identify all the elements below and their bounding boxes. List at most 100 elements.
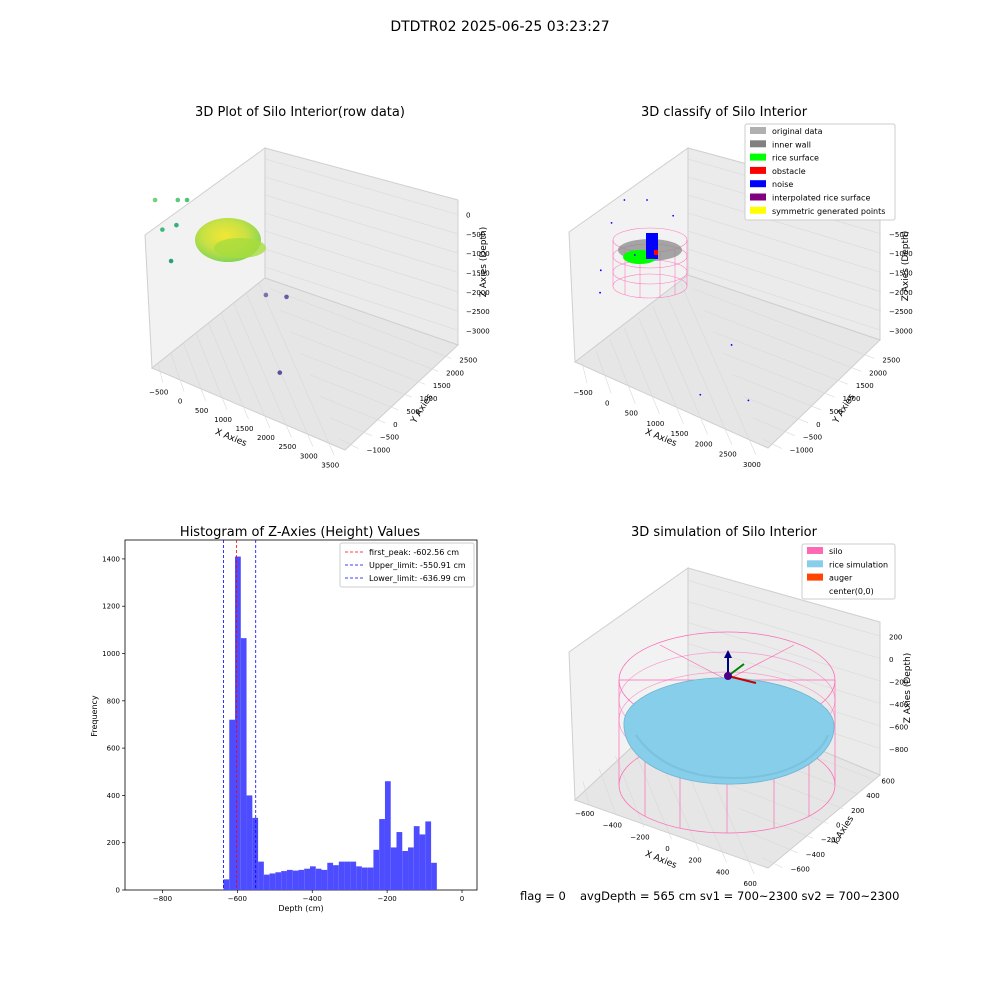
histogram-bar: [425, 821, 432, 890]
noise-cluster: [646, 233, 658, 259]
y-tick-label: −1000: [790, 447, 814, 455]
histogram-bar: [402, 850, 409, 890]
z-axis-label: Z Axies (Depth): [901, 231, 911, 302]
x-tick-label: 2000: [695, 440, 713, 448]
histogram-ticks: −800 −600 −400 −200 0 0 200 400 600 800 1000 1200 14…: [102, 555, 464, 903]
y-tick-label: 500: [406, 408, 419, 416]
x-tick-label: −200: [630, 833, 649, 841]
z-tick-label: −3000: [889, 327, 913, 335]
y-tick-label: 0: [816, 421, 820, 429]
histogram-bar: [269, 873, 276, 890]
simulation-3d-plot: 3D simulation of Silo Interior −600−400−…: [568, 525, 913, 888]
histogram-bar: [258, 861, 264, 890]
raw-data-3d-plot: 3D Plot of Silo Interior(row data) −500 0…: [144, 105, 490, 470]
x-tick-label: 400: [716, 868, 729, 876]
z-tick-label: −3000: [466, 327, 490, 335]
x-tick-label: 0: [460, 895, 464, 903]
outlier-point: [175, 197, 181, 203]
histogram-bar: [235, 556, 241, 890]
y-tick-label: 1000: [102, 650, 120, 658]
z-tick-label: −800: [889, 746, 908, 754]
histogram-bar: [281, 871, 287, 890]
outlier-point: [284, 294, 289, 300]
simulation-legend: silo rice simulation auger center(0,0): [801, 543, 896, 600]
x-tick-label: 200: [688, 857, 701, 865]
histogram-legend: first_peak: -602.56 cm Upper_limit: -550.…: [339, 542, 475, 588]
histogram-bar: [413, 826, 420, 890]
histogram-bar: [390, 847, 397, 890]
classify-plot-title: 3D classify of Silo Interior: [641, 105, 808, 120]
x-tick-label: 0: [665, 845, 669, 853]
y-tick-label: 400: [866, 792, 879, 800]
y-tick-label: 2500: [459, 356, 477, 364]
y-tick-label: 1500: [856, 382, 874, 390]
y-axis-label: Y Axies: [830, 814, 856, 848]
histogram-bar: [229, 719, 236, 890]
outlier-point: [277, 370, 283, 375]
silo-point-cluster-rim: [214, 238, 266, 258]
y-tick-label: 1200: [102, 603, 120, 611]
depth-histogram: Histogram of Z-Axies (Height) Values −80…: [90, 525, 478, 913]
z-tick-label: −200: [889, 678, 908, 686]
histogram-bar: [373, 849, 380, 890]
z-tick-label: 0: [466, 212, 470, 220]
histogram-xlabel: Depth (cm): [278, 904, 323, 913]
histogram-bar: [315, 868, 322, 890]
legend-swatch: [807, 573, 823, 581]
y-tick-label: −500: [803, 434, 822, 442]
y-tick-label: 1500: [433, 382, 451, 390]
z-tick-label: 0: [889, 656, 893, 664]
legend-swatch: [807, 547, 823, 554]
z-tick-label: −2000: [466, 289, 490, 297]
histogram-ylabel: Frequency: [90, 695, 99, 737]
y-tick-label: 2500: [882, 356, 900, 364]
outlier-point: [152, 197, 158, 203]
y-tick-label: 0: [393, 421, 397, 429]
y-tick-label: 200: [851, 807, 864, 815]
histogram-bar: [246, 795, 253, 890]
y-tick-label: −600: [791, 866, 810, 874]
legend-swatch: [750, 127, 766, 134]
x-tick-label: 2500: [719, 451, 737, 459]
tick-labels: −5000500100015002000250030003500−1000−50…: [149, 212, 490, 470]
silo-wireframe-classified: [612, 227, 688, 299]
histogram-bar: [304, 868, 310, 890]
legend-swatch: [750, 180, 766, 188]
legend-swatch: [750, 140, 766, 148]
pane-floor: [151, 277, 459, 451]
x-tick-label: 500: [195, 407, 208, 415]
x-tick-label: −600: [228, 895, 247, 903]
legend-label: noise: [772, 180, 793, 189]
outlier-point: [160, 227, 165, 232]
histogram-bar: [419, 834, 426, 890]
histogram-bar: [240, 638, 247, 890]
x-tick-label: 1500: [671, 430, 689, 438]
z-tick-label: 200: [889, 633, 902, 641]
histogram-bar: [384, 781, 391, 890]
legend-label: interpolated rice surface: [772, 194, 870, 203]
y-tick-label: 1400: [102, 555, 120, 563]
y-tick-label: 200: [107, 839, 120, 847]
y-tick-label: 600: [881, 777, 894, 785]
histogram-bar: [408, 847, 414, 890]
classified-3d-plot: 3D classify of Silo Interior −5000500100…: [568, 105, 913, 469]
y-tick-label: −400: [806, 851, 825, 859]
histogram-bar: [298, 869, 305, 890]
x-tick-label: 3000: [300, 452, 318, 460]
y-tick-label: −500: [380, 434, 399, 442]
noise-point: [623, 199, 626, 201]
y-tick-label: −1000: [367, 447, 391, 455]
legend-swatch: [750, 193, 766, 201]
z-axis-label: Z Axies (Depth): [903, 653, 913, 724]
histogram-bar: [223, 879, 230, 890]
histogram-bar: [356, 866, 362, 890]
y-tick-label: 0: [836, 822, 840, 830]
noise-point: [633, 254, 636, 256]
obstacle-points: [654, 250, 658, 255]
outlier-point: [184, 197, 190, 203]
z-tick-label: −2000: [889, 289, 913, 297]
legend-swatch: [807, 586, 823, 594]
legend-label: original data: [772, 127, 823, 136]
x-tick-label: −500: [149, 389, 168, 397]
x-tick-label: −400: [603, 822, 622, 830]
